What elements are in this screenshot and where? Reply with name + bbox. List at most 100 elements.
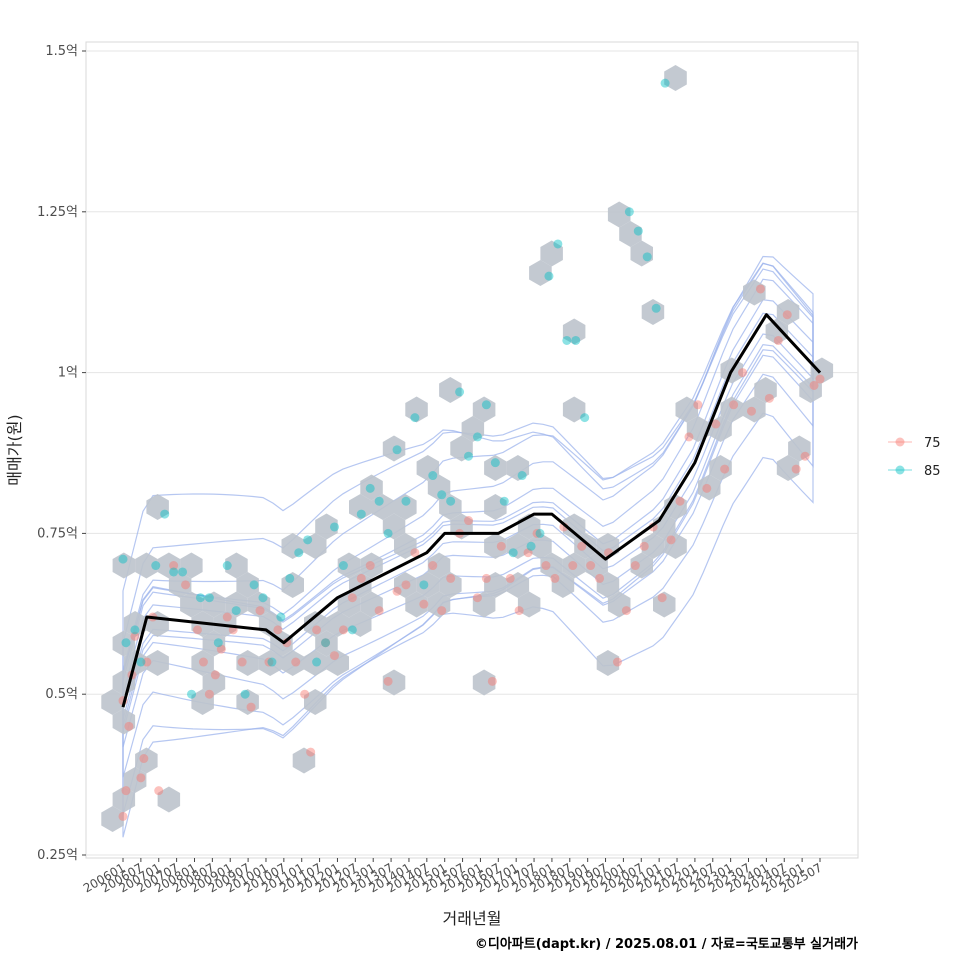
data-point-75 <box>136 773 146 783</box>
data-point-75 <box>514 606 524 616</box>
data-point-75 <box>612 657 622 667</box>
hexbin-cell <box>349 611 372 637</box>
data-point-75 <box>729 400 739 410</box>
hexbin-cell <box>202 630 226 657</box>
data-point-75 <box>541 561 551 571</box>
data-point-75 <box>505 573 515 583</box>
hexbin-cell <box>562 552 586 579</box>
hexbin-cell <box>585 552 608 579</box>
data-point-75 <box>401 580 411 590</box>
hexbin-cell <box>326 650 349 676</box>
data-point-75 <box>410 548 420 558</box>
hexbin-cell <box>191 650 214 676</box>
data-point-85 <box>428 471 438 481</box>
data-point-85 <box>526 541 536 551</box>
hexbin-cell <box>630 240 653 267</box>
data-point-75 <box>675 496 685 506</box>
hexbin-cell <box>427 474 451 501</box>
hexbin-cell <box>247 591 271 618</box>
hexbin-cell <box>180 552 203 579</box>
data-point-75 <box>392 586 402 596</box>
hexbin-cell <box>292 747 316 774</box>
density-contour <box>122 255 814 838</box>
hexbin-cell <box>506 533 530 559</box>
data-point-85 <box>508 548 518 558</box>
legend-key <box>895 465 905 475</box>
data-point-75 <box>321 638 331 648</box>
data-point-85 <box>312 657 322 667</box>
hexbin-cell <box>225 552 248 579</box>
data-point-75 <box>428 561 438 571</box>
data-point-85 <box>464 451 474 461</box>
data-point-75 <box>693 400 703 410</box>
data-point-85 <box>642 252 652 262</box>
data-point-75 <box>264 657 274 667</box>
hexbin-cell <box>427 591 451 618</box>
hexbin-cell <box>168 572 192 598</box>
data-point-75 <box>791 464 801 474</box>
data-point-85 <box>121 638 131 648</box>
y-axis-title: 매매가(원) <box>5 414 24 485</box>
data-point-75 <box>347 593 357 603</box>
data-point-75 <box>550 573 560 583</box>
hexbin-cell <box>664 533 687 559</box>
hexbin-cell <box>698 474 721 501</box>
data-point-85 <box>136 657 146 667</box>
data-point-75 <box>773 335 783 345</box>
hexbin-cell <box>112 708 136 735</box>
data-point-85 <box>562 335 572 345</box>
hexbin-cell <box>382 513 406 540</box>
data-point-75 <box>237 657 247 667</box>
data-point-75 <box>764 393 774 403</box>
data-point-85 <box>392 445 402 455</box>
hexbin-cell <box>360 552 383 579</box>
hexbin-cell <box>157 786 181 813</box>
hexbin-cell <box>281 533 304 559</box>
hexbin-cell <box>394 533 417 559</box>
data-point-85 <box>419 580 429 590</box>
hexbin-cell <box>191 689 214 715</box>
data-point-85 <box>410 413 420 423</box>
data-point-85 <box>329 522 339 532</box>
hexbin-cell <box>349 494 372 520</box>
data-point-75 <box>181 580 191 590</box>
hexbin-cell <box>653 591 676 618</box>
hexbin-cell <box>472 591 496 618</box>
hexbin-cell <box>799 377 822 403</box>
data-point-75 <box>121 786 131 796</box>
data-point-85 <box>213 638 223 648</box>
data-point-75 <box>446 573 456 583</box>
hexbin-cell <box>743 279 766 306</box>
y-axis: 0.25억 0.5억 0.75억 1억 1.25억 1.5억 <box>37 44 86 863</box>
y-tick-label: 1.25억 <box>37 205 78 220</box>
data-point-85 <box>321 638 331 648</box>
data-point-75 <box>139 754 149 764</box>
hexbin-cell <box>754 377 777 403</box>
hexbin-cell <box>743 396 766 423</box>
hexbin-cell <box>101 806 124 832</box>
hexbin-cell <box>517 591 541 618</box>
data-point-75 <box>246 702 256 712</box>
data-point-75 <box>800 451 810 461</box>
data-point-75 <box>782 310 792 320</box>
data-point-85 <box>401 496 411 506</box>
hexbin-cell <box>427 552 451 579</box>
hexbin-cell <box>202 669 226 696</box>
data-point-85 <box>553 239 563 249</box>
hexbin-cell <box>236 689 259 715</box>
data-point-85 <box>130 625 140 635</box>
x-axis: 2006012006072007012007072008012008072009… <box>81 858 825 896</box>
data-point-85 <box>517 471 527 481</box>
hexbin-cell <box>607 201 631 228</box>
hexbin-cell <box>101 689 124 715</box>
data-point-75 <box>577 541 587 551</box>
data-point-85 <box>338 561 348 571</box>
hexbin-cell <box>506 572 530 598</box>
data-point-85 <box>455 387 465 397</box>
hexbin-cell <box>484 494 507 520</box>
data-point-85 <box>204 593 214 603</box>
hexbin-cell <box>416 455 440 481</box>
data-point-75 <box>568 561 578 571</box>
